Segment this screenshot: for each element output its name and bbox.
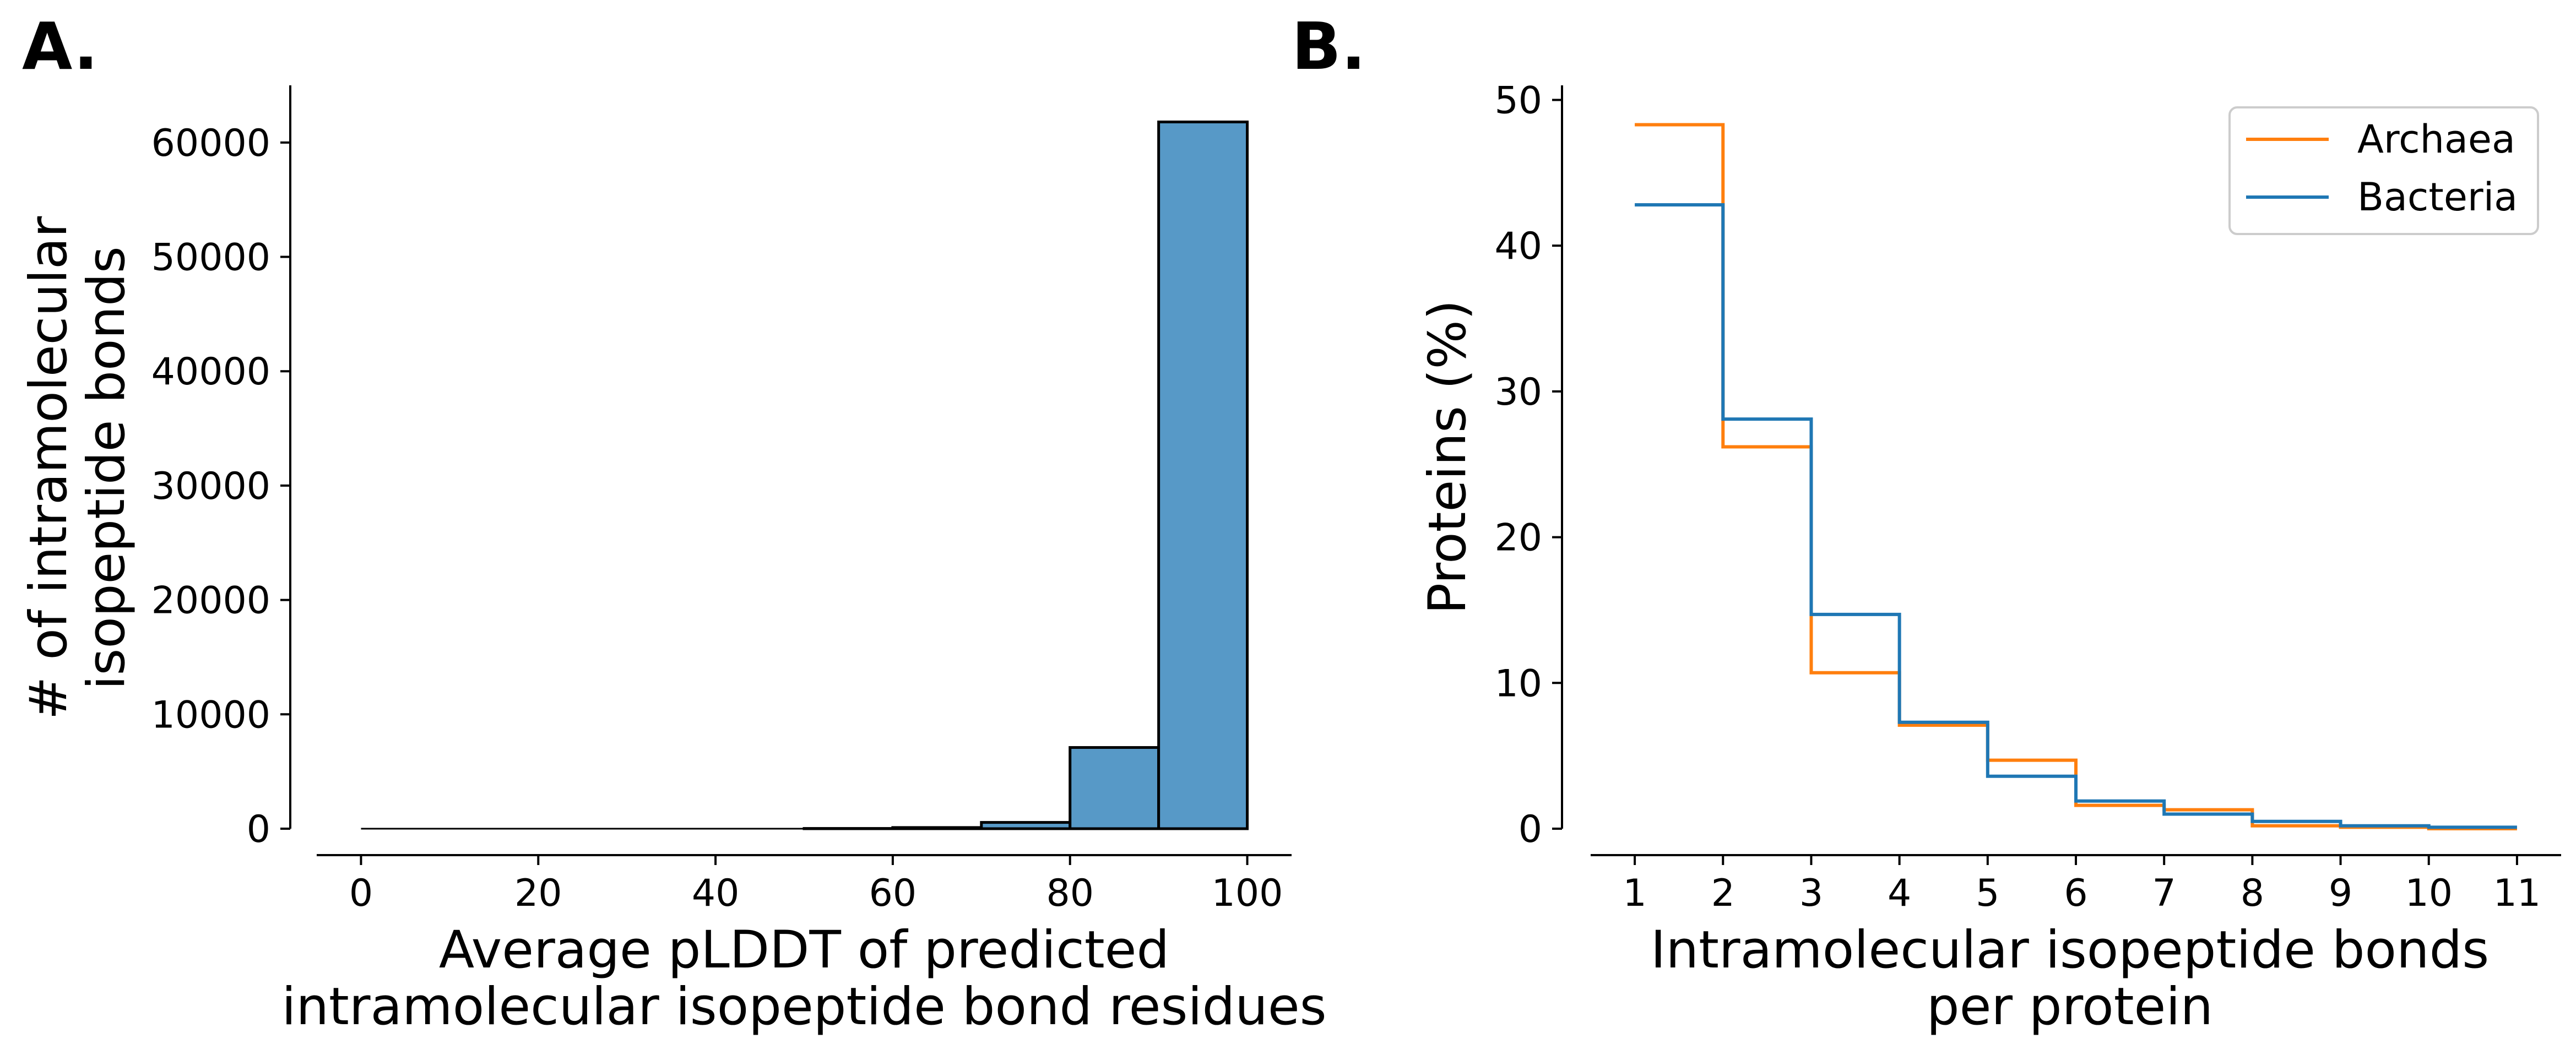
panel-a-bars	[361, 120, 1249, 830]
panel-b-y-ticks: 0 10 20 30 40 50	[1494, 79, 1562, 851]
legend-label-bacteria: Bacteria	[2357, 175, 2518, 220]
y-tick-label: 30000	[151, 465, 270, 508]
y-tick-label: 20	[1494, 516, 1542, 560]
x-tick-label: 7	[2152, 872, 2176, 915]
x-tick-label: 0	[349, 872, 373, 915]
y-tick-label: 30	[1494, 371, 1542, 414]
y-tick-label: 40000	[151, 350, 270, 394]
x-tick-label: 5	[1976, 872, 1999, 915]
panel-b-letter: B.	[1292, 8, 1366, 84]
panel-b-y-label: Proteins (%)	[1418, 300, 1478, 614]
y-tick-label: 0	[247, 808, 270, 851]
x-tick-label: 9	[2329, 872, 2352, 915]
panel-a-letter: A.	[22, 8, 98, 84]
y-tick-label: 10	[1494, 662, 1542, 705]
panel-b-legend: Archaea Bacteria	[2228, 106, 2539, 235]
panel-b-x-label-line2: per protein	[1927, 977, 2213, 1037]
panel-a-x-label-line2: intramolecular isopeptide bond residues	[281, 977, 1326, 1037]
x-tick-label: 8	[2241, 872, 2264, 915]
y-tick-label: 50	[1494, 79, 1542, 122]
x-tick-label: 60	[869, 872, 917, 915]
x-tick-label: 40	[692, 872, 740, 915]
histogram-bar	[1069, 746, 1160, 830]
x-tick-label: 6	[2064, 872, 2087, 915]
panel-a-histogram: A. 0 20 40 60 80 100 0 10000 20000 30000 40000 500…	[19, 8, 1327, 1037]
panel-b-series	[1635, 123, 2517, 830]
panel-a-x-ticks: 0 20 40 60 80 100	[349, 855, 1283, 915]
y-tick-label: 10000	[151, 693, 270, 737]
x-tick-label: 4	[1888, 872, 1911, 915]
y-tick-label: 0	[1519, 808, 1542, 851]
series-line-bacteria	[1635, 203, 2517, 829]
y-tick-label: 40	[1494, 225, 1542, 268]
panel-a-y-label-line1: # of intramolecular	[19, 216, 79, 720]
y-tick-label: 60000	[151, 122, 270, 165]
x-tick-label: 3	[1799, 872, 1823, 915]
panel-a-y-label-line2: isopeptide bonds	[77, 246, 137, 690]
panel-a-y-ticks: 0 10000 20000 30000 40000 50000 60000	[151, 122, 290, 851]
x-tick-label: 100	[1212, 872, 1283, 915]
panel-a-x-label-line1: Average pLDDT of predicted	[439, 920, 1169, 980]
legend-label-archaea: Archaea	[2357, 117, 2515, 162]
x-tick-label: 11	[2493, 872, 2541, 915]
y-tick-label: 50000	[151, 236, 270, 280]
x-tick-label: 10	[2405, 872, 2453, 915]
panel-b-x-ticks: 1 2 3 4 5 6 7 8 9 10 11	[1623, 855, 2541, 915]
y-tick-label: 20000	[151, 579, 270, 623]
x-tick-label: 80	[1046, 872, 1094, 915]
histogram-bar	[980, 821, 1072, 830]
panel-b-step-chart: B. 1 2 3 4 5 6 7 8 9 10 11 0 10 20 30 40 50 Intramolecu…	[1292, 8, 2561, 1037]
x-tick-label: 2	[1711, 872, 1735, 915]
x-tick-label: 20	[514, 872, 562, 915]
x-tick-label: 1	[1623, 872, 1646, 915]
histogram-bar	[1157, 120, 1249, 830]
panel-b-x-label-line1: Intramolecular isopeptide bonds	[1651, 920, 2489, 980]
